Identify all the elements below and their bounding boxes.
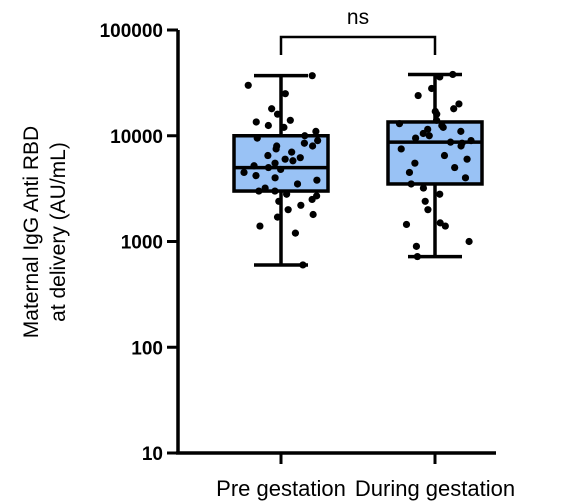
data-point <box>280 123 288 131</box>
data-point <box>413 252 421 261</box>
data-point <box>309 210 317 219</box>
data-point <box>293 180 302 188</box>
data-point <box>252 118 260 126</box>
data-point <box>264 163 273 172</box>
data-point <box>283 190 291 198</box>
data-point <box>301 132 309 140</box>
data-point <box>296 154 304 162</box>
data-point <box>455 100 463 108</box>
data-point <box>467 136 475 145</box>
data-point <box>411 134 420 142</box>
data-point <box>250 162 258 170</box>
data-point <box>463 155 471 163</box>
data-point <box>441 222 449 230</box>
data-point <box>414 91 422 100</box>
data-point <box>465 237 473 246</box>
data-point <box>308 142 317 150</box>
data-point <box>281 155 289 163</box>
data-point <box>244 81 252 89</box>
data-point <box>240 168 248 177</box>
data-point <box>433 116 441 124</box>
significance-label: ns <box>347 6 369 29</box>
data-point <box>261 184 269 192</box>
y-tick-label: 10 <box>142 444 163 465</box>
data-point <box>405 168 414 177</box>
data-point <box>436 73 444 81</box>
data-point <box>446 138 455 146</box>
data-point <box>252 171 260 180</box>
data-point <box>411 159 419 167</box>
data-point <box>281 90 289 98</box>
data-point <box>299 261 307 269</box>
data-point <box>397 145 405 153</box>
data-points <box>240 70 475 269</box>
data-point <box>286 116 294 124</box>
y-axis-label-line: at delivery (AU/mL) <box>47 142 70 322</box>
data-point <box>407 180 415 188</box>
y-axis-label-line: Maternal IgG Anti RBD <box>20 126 43 338</box>
data-point <box>313 176 321 184</box>
data-point <box>308 72 316 80</box>
y-axis-label: Maternal IgG Anti RBD at delivery (AU/mL) <box>20 126 70 338</box>
data-point <box>457 127 465 135</box>
data-point <box>297 201 305 209</box>
boxes <box>232 72 484 267</box>
data-point <box>272 145 280 153</box>
data-point <box>449 70 457 79</box>
data-point <box>425 132 433 140</box>
y-tick-label: 1000 <box>121 233 163 254</box>
data-point <box>291 229 300 237</box>
data-point <box>436 190 444 198</box>
data-point <box>439 123 447 131</box>
x-tick-label: During gestation <box>355 476 515 501</box>
data-point <box>433 110 441 118</box>
data-point <box>412 242 421 250</box>
data-point <box>308 195 316 204</box>
data-point <box>457 142 465 150</box>
data-point <box>424 206 432 214</box>
data-point <box>419 129 427 138</box>
data-point <box>271 159 279 167</box>
data-point <box>288 148 296 156</box>
data-point <box>255 187 263 195</box>
y-tick-label: 100000 <box>100 21 163 42</box>
data-point <box>402 220 411 229</box>
data-point <box>300 139 308 147</box>
data-point <box>440 151 449 160</box>
data-point <box>428 84 436 93</box>
data-point <box>461 174 470 182</box>
data-point <box>275 197 283 205</box>
data-point <box>264 121 272 130</box>
data-point <box>451 163 459 172</box>
data-point <box>314 136 322 145</box>
y-tick-label: 10000 <box>110 127 163 148</box>
box-iqr <box>386 120 484 186</box>
data-point <box>264 151 272 160</box>
data-point <box>395 120 404 128</box>
data-point <box>450 105 458 113</box>
data-point <box>277 165 285 174</box>
significance-bracket: ns <box>279 6 437 55</box>
data-point <box>312 127 320 135</box>
data-point <box>271 187 279 195</box>
data-point <box>273 110 282 118</box>
axes <box>176 30 496 455</box>
data-point <box>419 184 428 192</box>
data-point <box>289 157 297 165</box>
data-point <box>284 206 292 214</box>
data-point <box>253 134 261 142</box>
y-ticks: 10 100 1000 10000 100000 <box>100 21 178 465</box>
data-point <box>271 174 279 182</box>
data-point <box>273 213 282 221</box>
data-point <box>421 197 429 205</box>
y-tick-label: 100 <box>131 338 163 359</box>
data-point <box>436 219 444 227</box>
x-tick-label: Pre gestation <box>216 476 346 501</box>
significance-line <box>279 35 437 55</box>
data-point <box>268 105 276 113</box>
x-ticks: Pre gestation During gestation <box>216 453 515 501</box>
data-point <box>256 222 264 230</box>
